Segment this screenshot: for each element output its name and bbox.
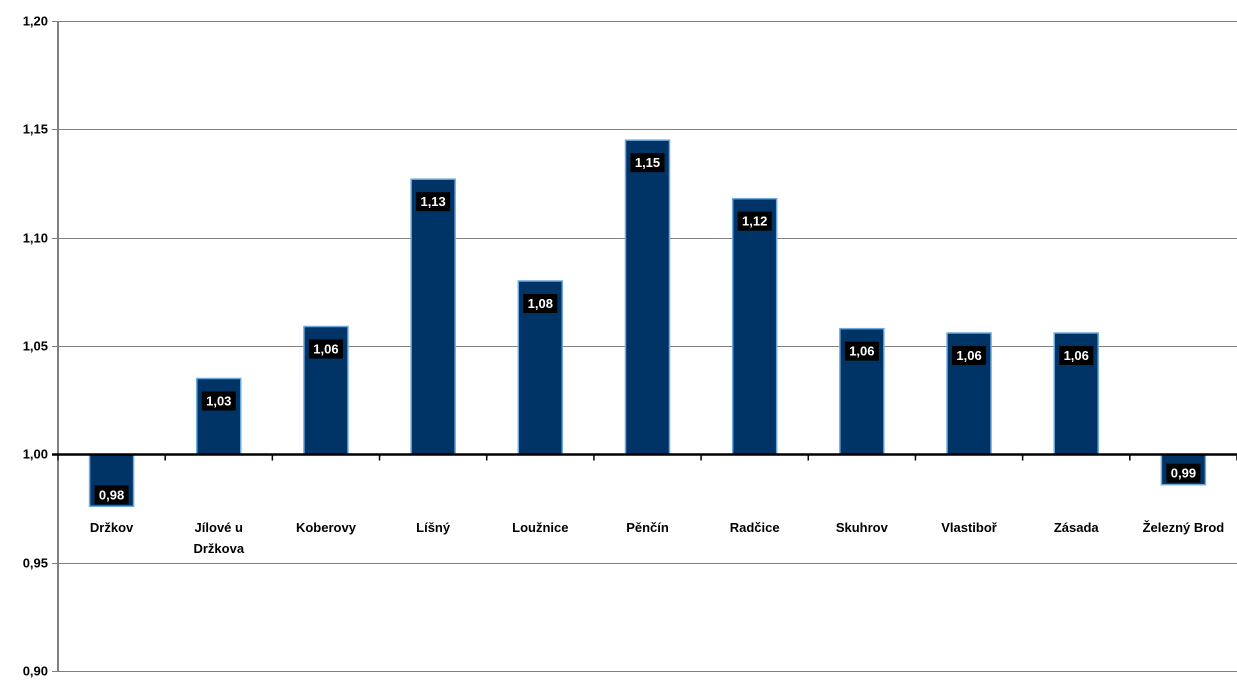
data-label-bg bbox=[1166, 463, 1201, 483]
data-label: 1,06 bbox=[313, 342, 338, 357]
data-label-bg bbox=[737, 211, 772, 231]
data-label-bg bbox=[952, 346, 987, 365]
category-label: Skuhrov bbox=[836, 520, 889, 535]
category-label: Železný Brod bbox=[1143, 520, 1225, 535]
y-tick-label: 0,95 bbox=[23, 556, 48, 571]
bar bbox=[731, 197, 778, 456]
data-label: 1,03 bbox=[206, 394, 231, 409]
category-label: Vlastiboř bbox=[941, 520, 998, 535]
bar bbox=[624, 139, 671, 456]
data-label: 1,12 bbox=[742, 214, 767, 229]
data-label-bg bbox=[94, 485, 129, 505]
data-label: 1,08 bbox=[528, 296, 553, 311]
data-label-bg bbox=[308, 339, 343, 359]
y-tick-label: 0,90 bbox=[23, 664, 48, 679]
y-tick-label: 1,10 bbox=[23, 231, 48, 246]
category-label: Zásada bbox=[1054, 520, 1100, 535]
data-label-bg bbox=[1059, 346, 1094, 365]
data-label: 1,06 bbox=[849, 344, 874, 359]
y-tick-label: 1,00 bbox=[23, 447, 48, 462]
category-label: Držkov bbox=[90, 520, 134, 535]
y-tick-label: 1,20 bbox=[23, 14, 48, 29]
category-label: Koberovy bbox=[296, 520, 357, 535]
data-label: 0,98 bbox=[99, 487, 124, 502]
category-label: Loužnice bbox=[512, 520, 568, 535]
y-tick-label: 1,15 bbox=[23, 122, 48, 137]
data-label-bg bbox=[844, 341, 879, 361]
category-label: Jílové u bbox=[195, 520, 243, 535]
y-tick-label: 1,05 bbox=[23, 339, 48, 354]
category-label: Pěnčín bbox=[626, 520, 669, 535]
data-label: 1,06 bbox=[956, 348, 981, 363]
data-label: 1,06 bbox=[1064, 348, 1089, 363]
data-label-bg bbox=[523, 294, 558, 313]
data-label-bg bbox=[201, 391, 236, 411]
category-label: Radčice bbox=[730, 520, 780, 535]
data-label: 1,15 bbox=[635, 155, 660, 170]
bar bbox=[196, 377, 242, 456]
data-label-bg bbox=[630, 153, 665, 173]
category-label: Líšný bbox=[416, 520, 451, 535]
bar bbox=[410, 178, 456, 456]
data-label-bg bbox=[416, 192, 451, 212]
data-label: 0,99 bbox=[1171, 466, 1196, 481]
category-label: Držkova bbox=[193, 541, 244, 556]
data-label: 1,13 bbox=[420, 194, 445, 209]
